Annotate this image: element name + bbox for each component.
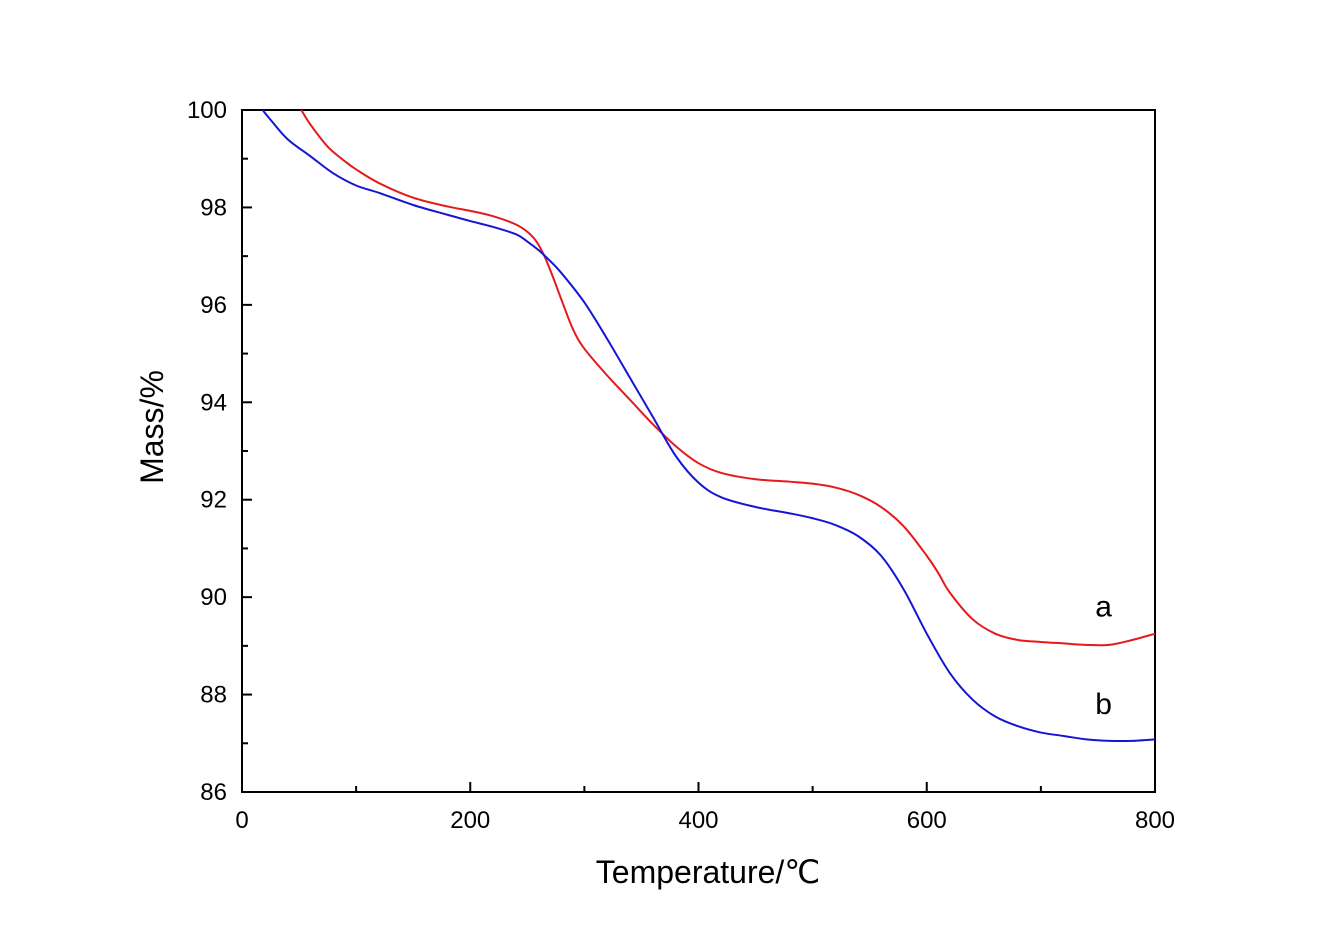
x-tick-label: 0 [235, 807, 248, 834]
curve-label-a: a [1095, 591, 1112, 624]
y-tick-label: 100 [187, 97, 227, 124]
y-tick-label: 98 [200, 194, 227, 221]
y-tick-label: 90 [200, 584, 227, 611]
series-line-a [300, 109, 1156, 647]
y-tick-label: 94 [200, 389, 227, 416]
curve-labels: ab [1095, 591, 1112, 721]
x-tick-label: 200 [450, 807, 490, 834]
tick-labels: 0 200 400 600 800 86 88 90 92 94 96 98 100 [187, 97, 1175, 834]
x-tick-label: 400 [678, 807, 718, 834]
series-line-b [261, 109, 1156, 743]
y-axis-title: Mass/% [134, 370, 170, 484]
y-tick-label: 92 [200, 487, 227, 514]
y-tick-label: 96 [200, 292, 227, 319]
axis-ticks [241, 109, 1156, 793]
plot-frame [241, 109, 1156, 793]
y-tick-label: 86 [200, 779, 227, 806]
y-tick-label: 88 [200, 682, 227, 709]
x-tick-label: 800 [1135, 807, 1175, 834]
x-tick-label: 600 [907, 807, 947, 834]
series-lines [261, 109, 1156, 743]
x-axis-title: Temperature/℃ [596, 854, 820, 890]
curve-label-b: b [1095, 688, 1112, 721]
